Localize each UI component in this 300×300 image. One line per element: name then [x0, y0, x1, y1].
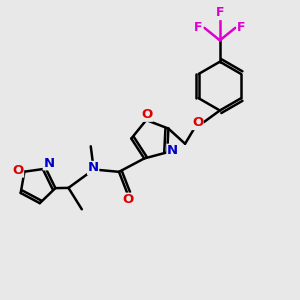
Text: O: O — [141, 108, 152, 121]
Text: F: F — [216, 7, 224, 20]
Text: N: N — [88, 161, 99, 175]
Text: O: O — [12, 164, 23, 177]
Text: N: N — [167, 144, 178, 157]
Text: F: F — [237, 21, 245, 34]
Text: N: N — [43, 157, 54, 170]
Text: O: O — [122, 193, 134, 206]
Text: F: F — [194, 21, 203, 34]
Text: O: O — [192, 116, 203, 130]
